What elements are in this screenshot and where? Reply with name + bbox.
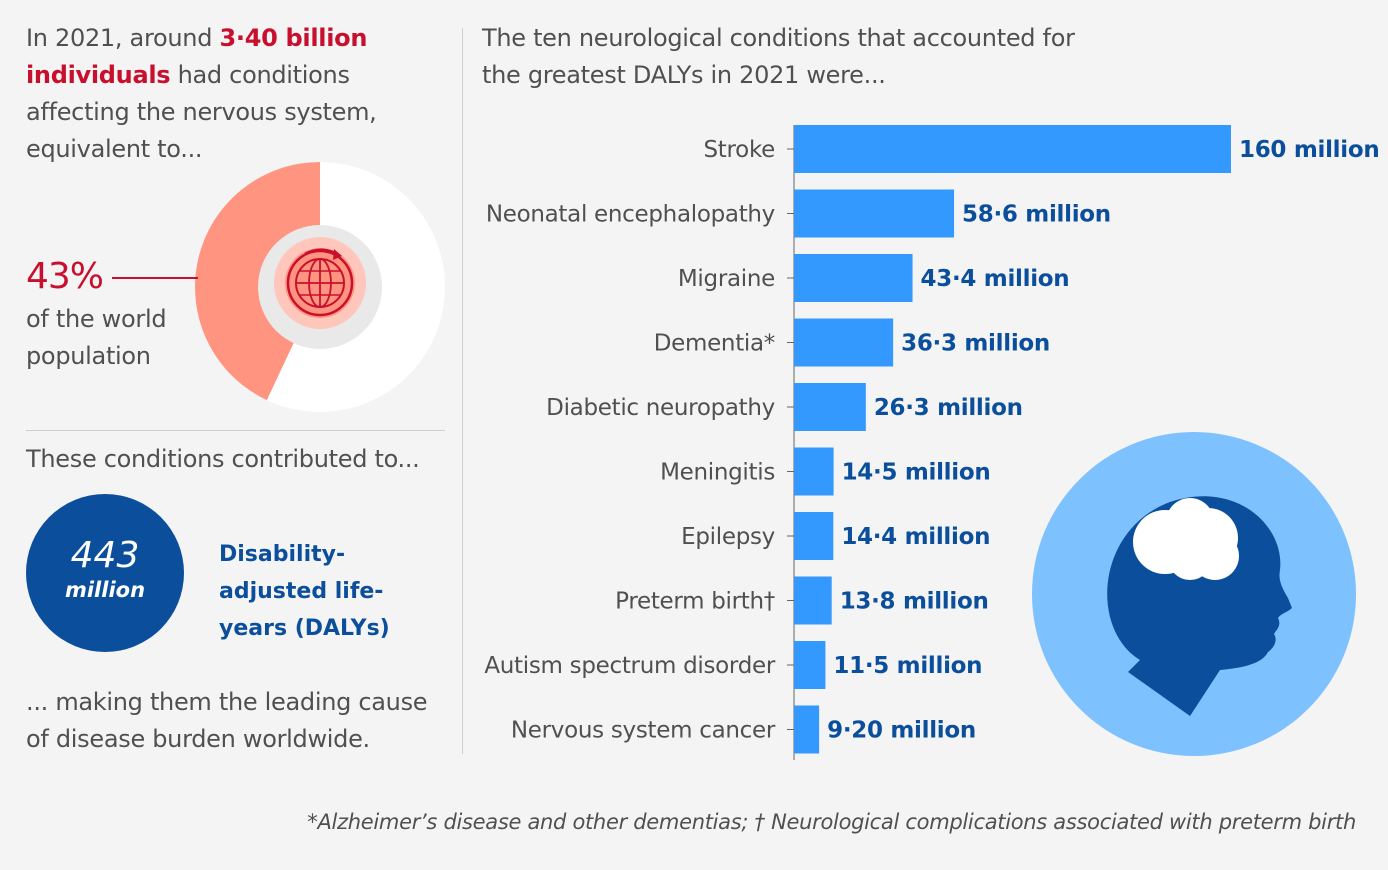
category-label: Migraine	[678, 266, 775, 292]
value-label: 14·5 million	[842, 460, 991, 486]
value-label: 26·3 million	[874, 395, 1023, 421]
dalys-value: 443	[70, 535, 140, 576]
category-label: Preterm birth†	[615, 589, 775, 615]
globe-icon	[274, 237, 366, 329]
column-divider	[462, 28, 463, 754]
section-divider	[26, 430, 445, 431]
bar	[794, 318, 894, 367]
population-description: of the world population	[26, 305, 167, 370]
value-label: 14·4 million	[841, 524, 990, 550]
bar	[794, 189, 955, 238]
intro-text: In 2021, around 3·40 billion individuals…	[26, 24, 377, 163]
footnote: *Alzheimer’s disease and other dementias…	[307, 810, 1356, 834]
value-label: 160 million	[1239, 137, 1379, 163]
category-label: Neonatal encephalopathy	[486, 202, 775, 228]
category-label: Dementia*	[654, 331, 775, 357]
value-label: 13·8 million	[840, 589, 989, 615]
value-label: 9·20 million	[827, 718, 976, 744]
bar	[794, 254, 913, 302]
bar	[794, 512, 834, 560]
bar	[794, 383, 866, 431]
bar	[794, 576, 832, 625]
category-label: Epilepsy	[681, 524, 775, 550]
value-label: 43·4 million	[921, 266, 1070, 292]
dalys-label: Disability-adjusted life-years (DALYs)	[219, 542, 390, 641]
category-label: Nervous system cancer	[511, 718, 776, 744]
category-label: Autism spectrum disorder	[484, 653, 776, 679]
donut-share	[195, 162, 320, 401]
dalys-badge: 443 million	[26, 494, 184, 652]
population-percent: 43%	[26, 256, 104, 297]
category-label: Diabetic neuropathy	[546, 395, 775, 421]
percent-leader-line	[112, 277, 198, 279]
head-with-cloud-icon	[1032, 432, 1356, 756]
chart-title: The ten neurological conditions that acc…	[482, 24, 1075, 89]
value-label: 11·5 million	[833, 653, 982, 679]
population-highlight: 3·40 billion individuals	[26, 24, 368, 89]
contribution-lead: These conditions contributed to...	[26, 445, 420, 473]
bar	[794, 641, 826, 689]
population-donut	[195, 162, 445, 412]
closing-text: ... making them the leading cause of dis…	[26, 688, 428, 753]
category-label: Stroke	[704, 137, 776, 163]
daly-bar-chart: Stroke 160 million Neonatal encephalopathy…	[484, 125, 1380, 760]
bar	[794, 447, 834, 496]
value-label: 58·6 million	[962, 202, 1111, 228]
bar	[794, 705, 820, 754]
value-label: 36·3 million	[901, 331, 1050, 357]
dalys-unit: million	[64, 578, 146, 602]
category-label: Meningitis	[660, 460, 775, 486]
bar	[794, 125, 1231, 173]
